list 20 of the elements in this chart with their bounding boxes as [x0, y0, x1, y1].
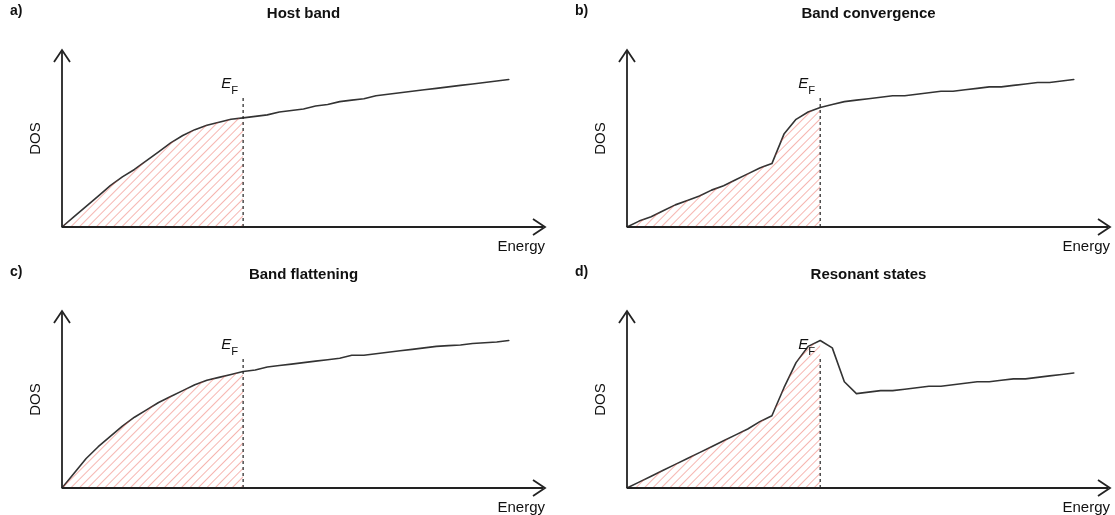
- annotation: E$_{F}$: [798, 74, 816, 96]
- chart-title: Band flattening: [248, 265, 359, 282]
- text: b): [575, 2, 589, 18]
- chart-title: Host band: [266, 4, 341, 21]
- x-axis-title: Energy: [497, 237, 546, 254]
- x-axis-title: Energy: [1062, 237, 1111, 254]
- x-axis-title: Energy: [497, 498, 546, 515]
- y-axis-title: DOS: [26, 122, 43, 155]
- y-axis-title: DOS: [591, 122, 608, 155]
- chart-title: Band convergence: [801, 4, 936, 21]
- annotation: E$_{F}$: [798, 335, 816, 357]
- y-axis-title: DOS: [26, 383, 43, 416]
- x-axis-title: Energy: [1062, 498, 1111, 515]
- chart-title: Resonant states: [810, 265, 927, 282]
- text: d): [575, 263, 589, 279]
- y-axis-title: DOS: [591, 383, 608, 416]
- annotation: E$_{F}$: [221, 74, 239, 96]
- annotation: E$_{F}$: [221, 335, 239, 357]
- text: c): [10, 263, 23, 279]
- text: a): [10, 2, 23, 18]
